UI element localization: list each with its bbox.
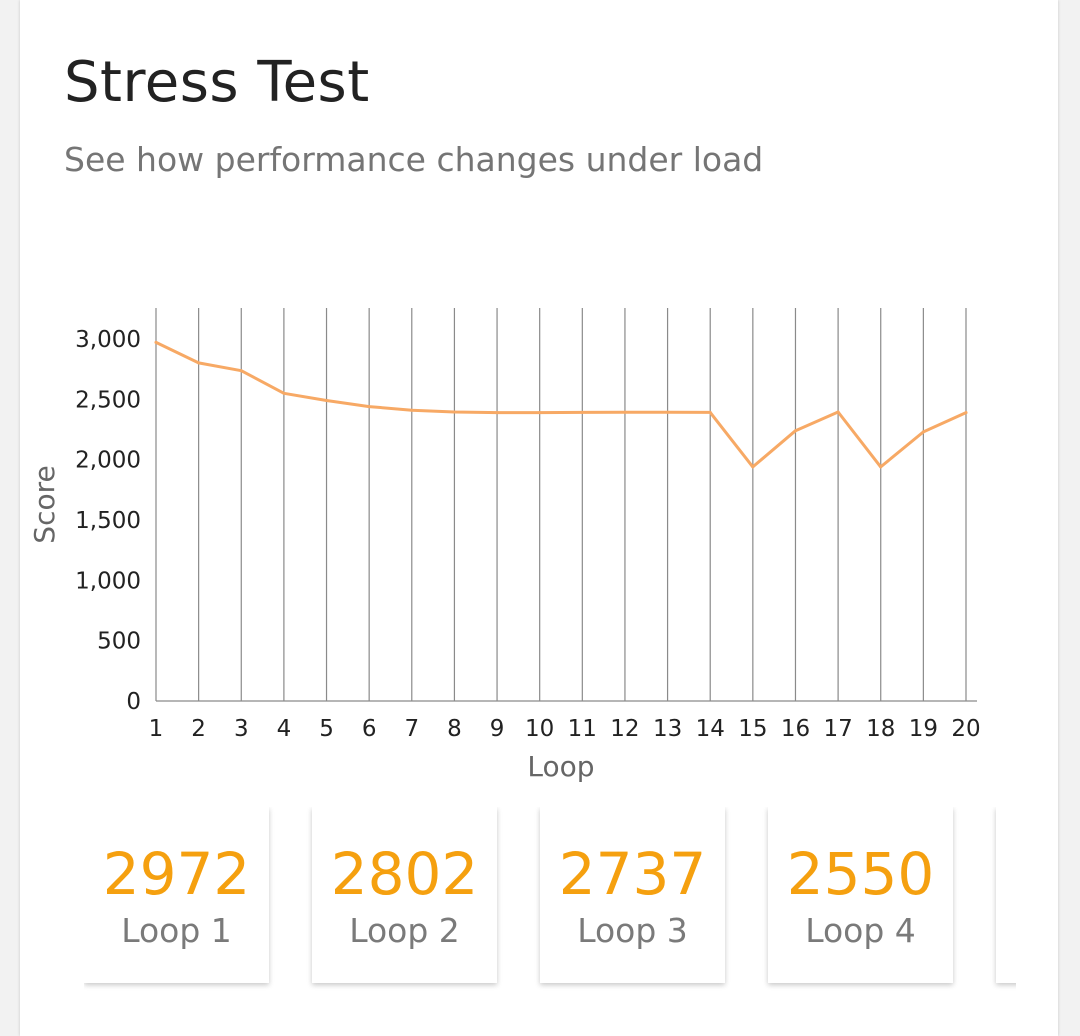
loop-score-value: 2972 xyxy=(102,840,251,908)
y-tick-label: 1,000 xyxy=(75,568,141,594)
loop-score-tile[interactable]: 2550 Loop 4 xyxy=(768,807,953,983)
loop-score-tile[interactable]: 2737 Loop 3 xyxy=(540,807,725,983)
page-subtitle: See how performance changes under load xyxy=(64,140,764,179)
data-point xyxy=(666,410,670,414)
data-point xyxy=(325,399,329,403)
series-line-0 xyxy=(154,340,968,469)
x-tick-label: 8 xyxy=(447,716,462,742)
data-point xyxy=(282,391,286,395)
x-tick-label: 14 xyxy=(696,716,725,742)
data-point xyxy=(154,340,158,344)
loop-score-label: Loop 4 xyxy=(805,911,916,950)
data-point xyxy=(367,405,371,409)
data-point xyxy=(964,411,968,415)
data-point xyxy=(708,410,712,414)
x-tick-label: 18 xyxy=(866,716,895,742)
loop-score-label: Loop 3 xyxy=(577,911,688,950)
data-point xyxy=(580,410,584,414)
data-point xyxy=(921,430,925,434)
y-axis-title: Score xyxy=(28,465,61,543)
x-tick-label: 13 xyxy=(653,716,682,742)
x-tick-label: 1 xyxy=(149,716,164,742)
loop-score-tile[interactable]: 2972 Loop 1 xyxy=(84,807,269,983)
data-point xyxy=(239,369,243,373)
y-tick-label: 2,500 xyxy=(75,387,141,413)
x-tick-label: 2 xyxy=(191,716,206,742)
x-tick-label: 19 xyxy=(909,716,938,742)
data-point xyxy=(538,411,542,415)
data-point xyxy=(410,408,414,412)
page-title: Stress Test xyxy=(64,50,370,115)
loop-score-tile[interactable]: 2802 Loop 2 xyxy=(312,807,497,983)
x-tick-label: 3 xyxy=(234,716,249,742)
loop-score-value: 2737 xyxy=(558,840,707,908)
loop-score-label: Loop 1 xyxy=(121,911,232,950)
x-tick-label: 12 xyxy=(610,716,639,742)
x-tick-label: 6 xyxy=(362,716,377,742)
y-tick-label: 1,500 xyxy=(75,508,141,534)
x-tick-label: 10 xyxy=(525,716,554,742)
y-tick-label: 0 xyxy=(126,689,141,715)
x-tick-label: 16 xyxy=(781,716,810,742)
y-tick-label: 3,000 xyxy=(75,327,141,353)
x-tick-label: 17 xyxy=(823,716,852,742)
x-tick-label: 4 xyxy=(277,716,292,742)
x-tick-label: 9 xyxy=(490,716,505,742)
x-tick-label: 15 xyxy=(738,716,767,742)
x-axis-title: Loop xyxy=(527,750,594,783)
x-tick-label: 7 xyxy=(404,716,419,742)
data-point xyxy=(836,410,840,414)
loop-score-value: 2550 xyxy=(786,840,935,908)
loop-score-tile[interactable] xyxy=(996,807,1016,983)
x-tick-label: 11 xyxy=(568,716,597,742)
loop-score-tiles[interactable]: 2972 Loop 1 2802 Loop 2 2737 Loop 3 2550 Loop 4 xyxy=(84,807,1016,1007)
loop-score-label: Loop 2 xyxy=(349,911,460,950)
loop-score-value: 2802 xyxy=(330,840,479,908)
x-tick-label: 5 xyxy=(319,716,334,742)
data-point xyxy=(623,410,627,414)
x-tick-label: 20 xyxy=(951,716,980,742)
data-point xyxy=(197,361,201,365)
data-point xyxy=(879,465,883,469)
y-tick-label: 500 xyxy=(97,629,141,655)
data-point xyxy=(751,465,755,469)
data-point xyxy=(495,411,499,415)
y-tick-label: 2,000 xyxy=(75,448,141,474)
data-point xyxy=(452,410,456,414)
data-point xyxy=(793,429,797,433)
stress-test-card: Stress Test See how performance changes … xyxy=(20,0,1058,1036)
